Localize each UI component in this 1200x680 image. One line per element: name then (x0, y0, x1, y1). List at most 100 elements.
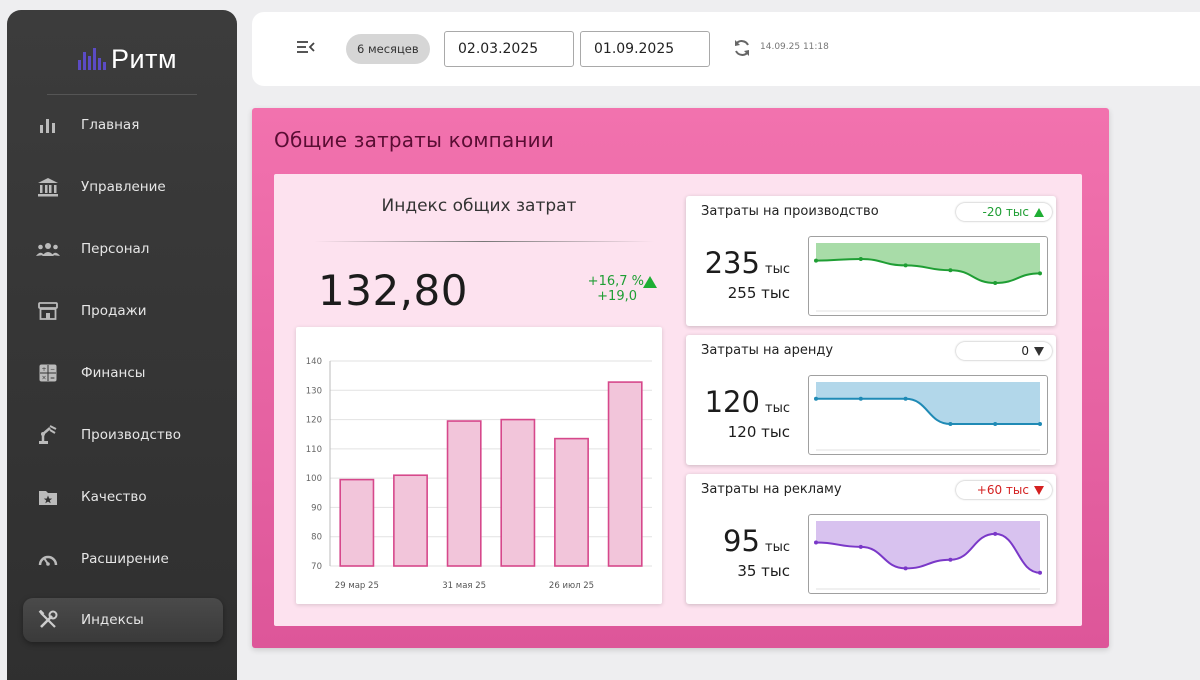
sparkline-point (993, 281, 998, 285)
svg-text:−: − (50, 366, 55, 373)
sparkline-area (816, 243, 1040, 283)
index-change-absolute: +19,0 (597, 289, 637, 304)
y-tick-label: 130 (306, 386, 322, 396)
bar[interactable] (554, 437, 589, 567)
period-chip[interactable]: 6 месяцев (346, 34, 430, 64)
sidebar-item-finance[interactable]: + − × = Финансы (23, 351, 223, 395)
sidebar-item-label: Финансы (81, 365, 146, 381)
star-folder-icon (35, 486, 61, 508)
y-tick-label: 110 (306, 445, 322, 455)
sidebar-item-label: Персонал (81, 241, 150, 257)
delta-down-icon (1034, 485, 1044, 495)
sidebar-item-management[interactable]: Управление (23, 165, 223, 209)
svg-text:+: + (42, 366, 47, 373)
bar[interactable] (446, 420, 482, 567)
delta-down-icon (1034, 346, 1044, 356)
robot-arm-icon (35, 424, 61, 446)
kpi-card-rent[interactable]: Затраты на аренду 0 120 тыс 120 тыс (686, 335, 1056, 465)
store-icon (35, 300, 61, 322)
bar[interactable] (339, 478, 375, 567)
kpi-card-advertising[interactable]: Затраты на рекламу +60 тыс 95 тыс 35 тыс (686, 474, 1056, 604)
panel-title: Общие затраты компании (274, 128, 555, 152)
bar[interactable] (500, 418, 536, 567)
sparkline-point (858, 544, 863, 549)
bar[interactable] (393, 474, 428, 567)
kpi-title: Затраты на производство (701, 204, 879, 219)
kpi-unit: тыс (765, 540, 790, 555)
sparkline-point (903, 263, 908, 268)
collapse-menu-button[interactable] (296, 39, 316, 57)
sparkline-point (1038, 422, 1042, 426)
sidebar-item-indexes[interactable]: Индексы (23, 598, 223, 642)
bar[interactable] (607, 381, 643, 567)
panel-body: Индекс общих затрат 132,80 +16,7 % +19,0… (274, 174, 1082, 626)
kpi-title: Затраты на рекламу (701, 482, 842, 497)
index-change-percent: +16,7 % (587, 274, 644, 289)
trend-up-icon (643, 276, 657, 288)
sidebar-item-quality[interactable]: Качество (23, 475, 223, 519)
sidebar: Ритм Главная Управление Персонал Продажи… (7, 10, 237, 680)
kpi-delta-value: 0 (1021, 344, 1029, 358)
refresh-icon (735, 40, 749, 56)
collapse-menu-icon (297, 41, 315, 53)
kpi-current-value: 235 (704, 246, 760, 280)
app-logo[interactable]: Ритм (77, 42, 177, 76)
y-tick-label: 100 (306, 474, 322, 484)
sidebar-item-label: Главная (81, 117, 140, 133)
date-to-field[interactable]: 01.09.2025 (580, 31, 710, 67)
sparkline-line (816, 397, 1040, 425)
sidebar-item-label: Качество (81, 489, 147, 505)
kpi-card-production[interactable]: Затраты на производство -20 тыс 235 тыс … (686, 196, 1056, 326)
kpi-delta-badge: -20 тыс (956, 203, 1052, 221)
sparkline-below (816, 398, 1040, 438)
sidebar-item-production[interactable]: Производство (23, 413, 223, 457)
kpi-sparkline (808, 514, 1048, 594)
date-from-field[interactable]: 02.03.2025 (444, 31, 574, 67)
sparkline-point (858, 396, 863, 401)
x-tick-label: 26 июл 25 (549, 581, 594, 591)
tools-icon (35, 609, 61, 631)
logo-divider (47, 94, 197, 95)
sparkline-below (816, 533, 1040, 577)
svg-text:=: = (50, 375, 55, 382)
sidebar-item-personnel[interactable]: Персонал (23, 227, 223, 271)
sidebar-item-expansion[interactable]: Расширение (23, 537, 223, 581)
sparkline-point (903, 566, 908, 571)
bank-icon (35, 176, 61, 198)
sparkline-below (816, 259, 1040, 299)
kpi-sparkline (808, 375, 1048, 455)
kpi-unit: тыс (765, 401, 790, 416)
sparkline-point (814, 396, 818, 401)
sparkline-chart (814, 243, 1042, 312)
sparkline-point (814, 540, 818, 545)
sparkline-area (816, 521, 1040, 573)
people-icon (35, 238, 61, 260)
sidebar-item-label: Продажи (81, 303, 147, 319)
sparkline-point (1038, 570, 1042, 575)
kpi-current: 235 тыс (698, 246, 790, 280)
y-tick-label: 140 (306, 357, 322, 367)
sidebar-item-label: Расширение (81, 551, 169, 567)
sparkline-chart (814, 521, 1042, 590)
y-tick-label: 120 (306, 416, 322, 426)
delta-up-icon (1034, 207, 1044, 217)
kpi-current-value: 95 (723, 524, 760, 558)
gauge-icon (35, 548, 61, 570)
kpi-current-value: 120 (704, 385, 760, 419)
sparkline-chart (814, 382, 1042, 451)
kpi-current: 95 тыс (698, 524, 790, 558)
kpi-delta-badge: 0 (956, 342, 1052, 360)
sidebar-item-sales[interactable]: Продажи (23, 289, 223, 333)
y-tick-label: 80 (311, 533, 322, 543)
sparkline-point (948, 422, 953, 426)
last-updated-timestamp: 14.09.25 11:18 (760, 42, 829, 52)
sidebar-item-main[interactable]: Главная (23, 103, 223, 147)
kpi-sparkline (808, 236, 1048, 316)
refresh-button[interactable] (732, 38, 754, 60)
sparkline-point (814, 258, 818, 263)
kpi-previous-value: 35 тыс (737, 562, 790, 580)
kpi-previous-value: 255 тыс (727, 284, 790, 302)
y-tick-label: 90 (311, 503, 322, 513)
filter-toolbar: 6 месяцев 02.03.2025 01.09.2025 14.09.25… (252, 12, 1200, 86)
svg-text:×: × (42, 375, 47, 382)
